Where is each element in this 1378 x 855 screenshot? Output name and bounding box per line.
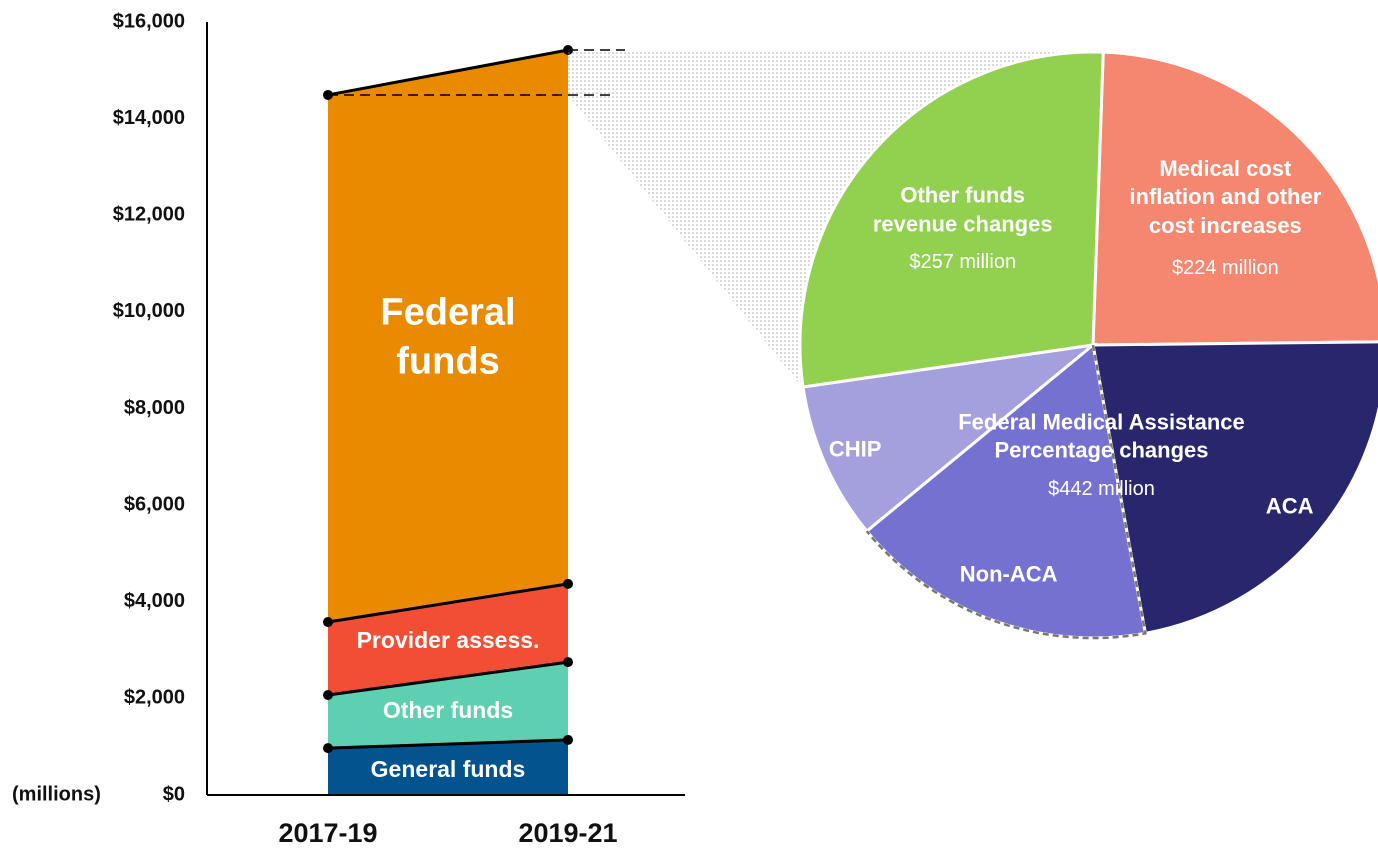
- slice-label: Medical cost inflation and other cost in…: [1129, 155, 1322, 239]
- group-value-label: $442 million: [1048, 477, 1155, 500]
- group-label: Federal Medical Assistance Percentage ch…: [958, 409, 1245, 463]
- boundary-line: [327, 48, 569, 97]
- pie-slice: [801, 342, 1099, 534]
- boundary-line: [327, 738, 569, 750]
- point: [563, 578, 573, 589]
- point: [563, 734, 573, 745]
- pie-slice: [1091, 340, 1378, 636]
- x-tick-label: 2019-21: [518, 818, 617, 848]
- y-tick-label: $16,000: [113, 10, 185, 32]
- y-tick-label: $0: [163, 783, 185, 805]
- x-tick-label: 2017-19: [278, 818, 377, 848]
- y-axis-label: (millions): [12, 783, 101, 805]
- series-label: General funds: [370, 755, 526, 782]
- pie-slice: [798, 50, 1105, 389]
- point: [323, 617, 333, 628]
- slice-value-label: $257 million: [909, 251, 1017, 274]
- y-tick-label: $10,000: [113, 300, 185, 322]
- slice-value-label: $224 million: [1171, 256, 1279, 279]
- slice-label: Other funds revenue changes: [872, 182, 1053, 237]
- slice-label: CHIP: [828, 436, 882, 462]
- boundary-line: [327, 660, 569, 697]
- y-tick-label: $4,000: [124, 590, 185, 612]
- series-label: Other funds: [382, 697, 514, 724]
- point: [323, 689, 333, 700]
- y-tick-label: $6,000: [124, 493, 185, 515]
- area: [328, 50, 568, 623]
- area: [328, 739, 568, 795]
- point: [563, 657, 573, 668]
- group-outline: [865, 344, 1147, 640]
- series-label: Federal funds: [380, 291, 516, 383]
- y-tick-label: $12,000: [113, 204, 185, 226]
- y-tick-label: $8,000: [124, 397, 185, 419]
- point: [323, 743, 333, 754]
- y-tick-label: $14,000: [113, 107, 185, 129]
- pie-slice: [1091, 50, 1378, 347]
- boundary-line: [327, 582, 569, 624]
- y-tick-label: $2,000: [124, 687, 185, 709]
- series-label: Provider assess.: [356, 626, 540, 653]
- slice-label: Non-ACA: [959, 561, 1058, 587]
- area: [328, 583, 568, 695]
- area: [328, 662, 568, 749]
- slice-label: ACA: [1265, 494, 1314, 520]
